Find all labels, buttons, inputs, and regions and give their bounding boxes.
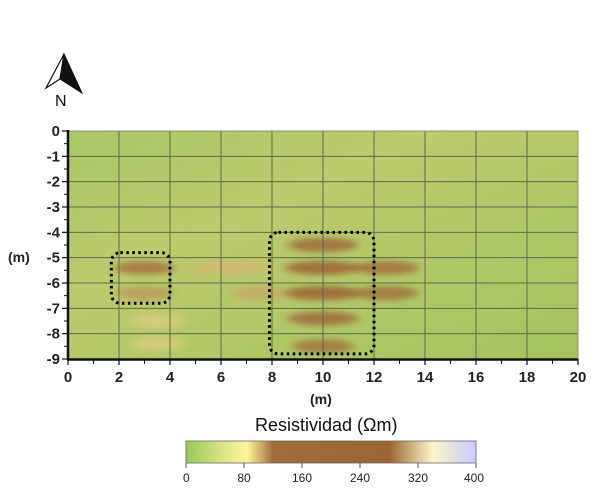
anomaly-mark <box>219 260 274 275</box>
colorbar <box>185 440 477 464</box>
highlight-box <box>267 230 376 356</box>
colorbar-ticks: 0 80 160 240 320 400 <box>183 463 484 485</box>
x-tick-label: 12 <box>366 369 383 386</box>
highlight-box <box>109 251 172 305</box>
y-tick-label: -1 <box>47 148 60 165</box>
colorbar-tick-label: 80 <box>237 471 251 485</box>
y-tick-label: -6 <box>47 275 60 292</box>
x-tick-label: 6 <box>217 369 225 386</box>
x-tick-label: 0 <box>64 369 72 386</box>
x-tick-label: 4 <box>166 369 175 386</box>
anomaly-mark <box>130 336 184 351</box>
x-tick-label: 16 <box>468 369 485 386</box>
grid <box>68 130 579 359</box>
anomaly-mark <box>354 260 419 275</box>
y-tick-label: -4 <box>47 224 61 241</box>
y-tick-label: -2 <box>47 174 60 191</box>
colorbar-tick-label: 160 <box>292 471 312 485</box>
anomaly-mark <box>231 286 288 301</box>
anomaly-mark <box>130 314 184 328</box>
anomaly-mark <box>355 286 419 301</box>
colorbar-tick-label: 400 <box>464 471 484 485</box>
x-tick-label: 8 <box>268 369 276 386</box>
colorbar-title: Resistividad (Ωm) <box>255 415 397 435</box>
y-tick-label: -7 <box>47 300 60 317</box>
north-arrow-icon: N <box>44 52 84 110</box>
x-tick-label: 14 <box>417 369 434 386</box>
colorbar-tick-label: 240 <box>350 471 370 485</box>
ticks: 0 2 4 6 8 10 12 14 16 18 20 0 -1 -2 -3 -4 -5 -6 -7 -8 -9 <box>47 123 587 386</box>
y-tick-label: -8 <box>47 326 60 343</box>
y-tick-label: -3 <box>47 199 60 216</box>
x-axis-label: (m) <box>310 391 332 407</box>
x-tick-label: 18 <box>519 369 536 386</box>
y-axis-label: (m) <box>8 249 30 265</box>
anomaly-mark <box>115 286 174 301</box>
x-tick-label: 10 <box>315 369 332 386</box>
x-tick-label: 20 <box>570 369 587 386</box>
y-tick-label: -5 <box>47 250 60 267</box>
y-tick-label: -9 <box>47 351 60 368</box>
y-tick-label: 0 <box>52 123 60 140</box>
colorbar-tick-label: 320 <box>408 471 428 485</box>
x-tick-label: 2 <box>115 369 123 386</box>
anomaly-mark <box>113 260 176 275</box>
highlight-boxes <box>109 230 376 356</box>
colorbar-tick-label: 0 <box>183 471 190 485</box>
north-label: N <box>55 93 67 110</box>
